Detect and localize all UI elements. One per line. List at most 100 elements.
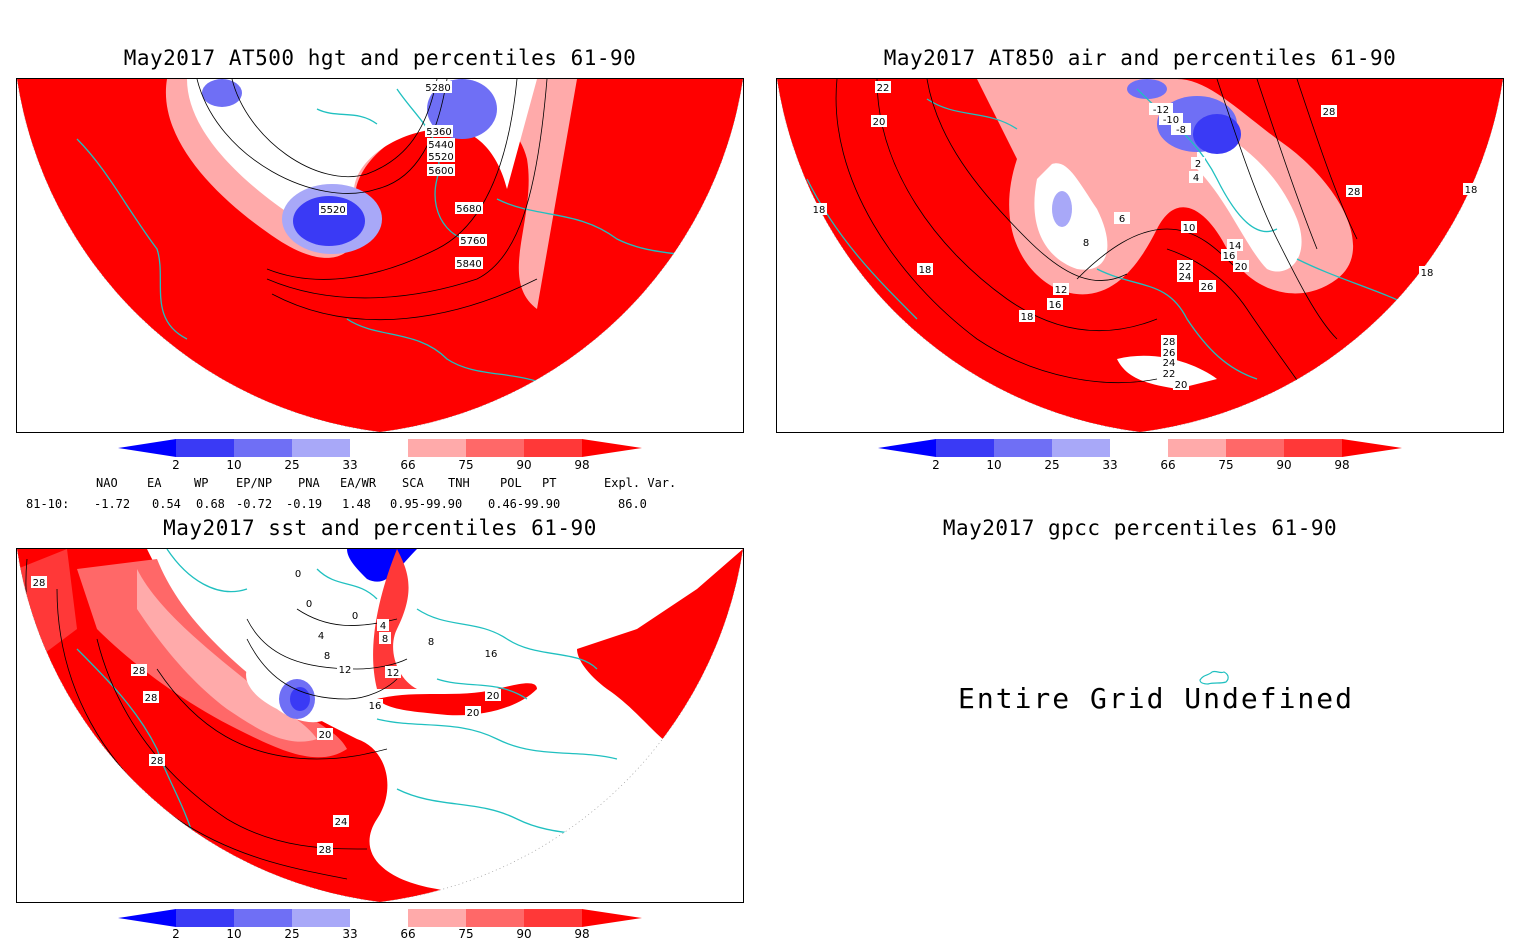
colorbar-tick: 10 bbox=[986, 458, 1001, 472]
contour-label: 20 bbox=[465, 706, 481, 719]
colorbar-tick: 66 bbox=[1160, 458, 1175, 472]
colorbar-tick: 33 bbox=[342, 458, 357, 472]
contour-label: 12 bbox=[1053, 283, 1069, 296]
index-value: -0.72 bbox=[236, 497, 273, 511]
contour-label: 20 bbox=[871, 115, 887, 128]
svg-text:20: 20 bbox=[487, 691, 500, 702]
contour-label: 28 bbox=[1321, 105, 1337, 118]
colorbar-tick: 33 bbox=[1102, 458, 1117, 472]
contour-label: 20 bbox=[485, 689, 501, 702]
index-value: -1.72 bbox=[94, 497, 131, 511]
svg-text:20: 20 bbox=[1175, 380, 1188, 391]
index-header: TNH bbox=[448, 476, 470, 490]
contour-label: 4 bbox=[315, 629, 327, 642]
colorbar-tick: 33 bbox=[342, 927, 357, 940]
contour-label: 5520 bbox=[319, 203, 347, 216]
index-value: 86.0 bbox=[618, 497, 647, 511]
colorbar-tick: 90 bbox=[516, 927, 531, 940]
map-panel-sst: 28 28 28 28 0 0 0 4 4 8 8 8 12 12 16 16 … bbox=[16, 548, 744, 903]
svg-text:20: 20 bbox=[873, 117, 886, 128]
colorbar-tick: 90 bbox=[1276, 458, 1291, 472]
svg-text:26: 26 bbox=[1163, 348, 1176, 359]
svg-text:-8: -8 bbox=[1176, 125, 1186, 136]
map-panel-air: 22 20 18 18 16 18 12 8 6 10 14 16 20 22 … bbox=[776, 78, 1504, 433]
svg-text:12: 12 bbox=[387, 668, 400, 679]
contour-label: -10 bbox=[1159, 113, 1183, 126]
colorbar-tick: 98 bbox=[574, 458, 589, 472]
colorbar-tick: 10 bbox=[226, 458, 241, 472]
svg-text:18: 18 bbox=[1021, 312, 1034, 323]
svg-text:20: 20 bbox=[319, 730, 332, 741]
panel-title-sst: May2017 sst and percentiles 61-90 bbox=[163, 516, 597, 540]
contour-label: 0 bbox=[292, 567, 304, 580]
colorbar-tick: 98 bbox=[1334, 458, 1349, 472]
contour-label: 6 bbox=[1114, 212, 1130, 225]
svg-text:28: 28 bbox=[319, 845, 332, 856]
svg-text:4: 4 bbox=[380, 621, 386, 632]
svg-text:8: 8 bbox=[382, 634, 388, 645]
svg-text:-10: -10 bbox=[1163, 115, 1179, 126]
svg-text:12: 12 bbox=[1055, 285, 1068, 296]
svg-text:16: 16 bbox=[369, 701, 382, 712]
svg-text:24: 24 bbox=[335, 817, 348, 828]
svg-text:0: 0 bbox=[306, 599, 312, 610]
contour-label: -12 bbox=[1149, 103, 1173, 116]
colorbar-sst: 2 10 25 33 66 75 90 98 bbox=[118, 909, 642, 940]
svg-text:22: 22 bbox=[1179, 262, 1192, 273]
svg-text:5280: 5280 bbox=[425, 83, 450, 94]
svg-text:20: 20 bbox=[1235, 262, 1248, 273]
contour-label: 5840 bbox=[455, 257, 483, 270]
index-value: 0.95-99.90 bbox=[390, 497, 463, 511]
svg-text:28: 28 bbox=[133, 666, 146, 677]
colorbar-tick: 75 bbox=[1218, 458, 1233, 472]
svg-text:5440: 5440 bbox=[428, 140, 453, 151]
index-header: Expl. Var. bbox=[604, 476, 677, 490]
svg-text:5680: 5680 bbox=[456, 204, 481, 215]
index-header: PNA bbox=[298, 476, 320, 490]
svg-text:16: 16 bbox=[1223, 251, 1236, 262]
contour-label: 5520 bbox=[427, 150, 455, 163]
svg-text:8: 8 bbox=[324, 651, 330, 662]
contour-label: 5360 bbox=[425, 125, 453, 138]
colorbar-tick: 90 bbox=[516, 458, 531, 472]
contour-label: 28 bbox=[1161, 335, 1177, 348]
contour-label: 28 bbox=[143, 691, 159, 704]
contour-label: 14 bbox=[1227, 239, 1243, 252]
contour-label: 0 bbox=[349, 609, 361, 622]
index-header: EA bbox=[147, 476, 162, 490]
contour-label: 20 bbox=[317, 728, 333, 741]
colorbar-tick: 2 bbox=[172, 458, 180, 472]
contour-label: 12 bbox=[337, 663, 353, 676]
map-panel-hgt: 5280 5360 5440 5520 5600 5520 5680 5760 … bbox=[16, 78, 744, 433]
contour-label: 5440 bbox=[427, 138, 455, 151]
contour-label: 24 bbox=[333, 815, 349, 828]
contour-label: 16 bbox=[367, 699, 383, 712]
colorbar-tick: 75 bbox=[458, 458, 473, 472]
colorbar-tick: 66 bbox=[400, 458, 415, 472]
contour-label: 22 bbox=[875, 81, 891, 94]
contour-label: 18 bbox=[917, 263, 933, 276]
panel-title-air: May2017 AT850 air and percentiles 61-90 bbox=[883, 46, 1397, 70]
colorbar-tick: 75 bbox=[458, 927, 473, 940]
svg-text:28: 28 bbox=[1163, 337, 1176, 348]
panel-title-hgt: May2017 AT500 hgt and percentiles 61-90 bbox=[123, 46, 637, 70]
contour-label: 28 bbox=[131, 664, 147, 677]
contour-label: 5680 bbox=[455, 202, 483, 215]
contour-label: 26 bbox=[1199, 280, 1215, 293]
svg-text:2: 2 bbox=[1195, 159, 1201, 170]
contour-label: 8 bbox=[379, 632, 391, 645]
contour-label: 12 bbox=[385, 666, 401, 679]
index-header: NAO bbox=[96, 476, 118, 490]
contour-label: 10 bbox=[1181, 221, 1197, 234]
contour-label: 8 bbox=[1078, 236, 1094, 249]
svg-text:-12: -12 bbox=[1153, 105, 1169, 116]
colorbar-hgt: 2 10 25 33 66 75 90 98 bbox=[118, 439, 642, 472]
contour-label: 18 bbox=[1463, 183, 1479, 196]
contour-label: 28 bbox=[317, 843, 333, 856]
contour-label: 18 bbox=[811, 203, 827, 216]
index-value: 0.68 bbox=[196, 497, 225, 511]
colorbar-tick: 10 bbox=[226, 927, 241, 940]
svg-text:24: 24 bbox=[1163, 358, 1176, 369]
index-header: PT bbox=[542, 476, 557, 490]
colorbar-tick: 25 bbox=[284, 458, 299, 472]
